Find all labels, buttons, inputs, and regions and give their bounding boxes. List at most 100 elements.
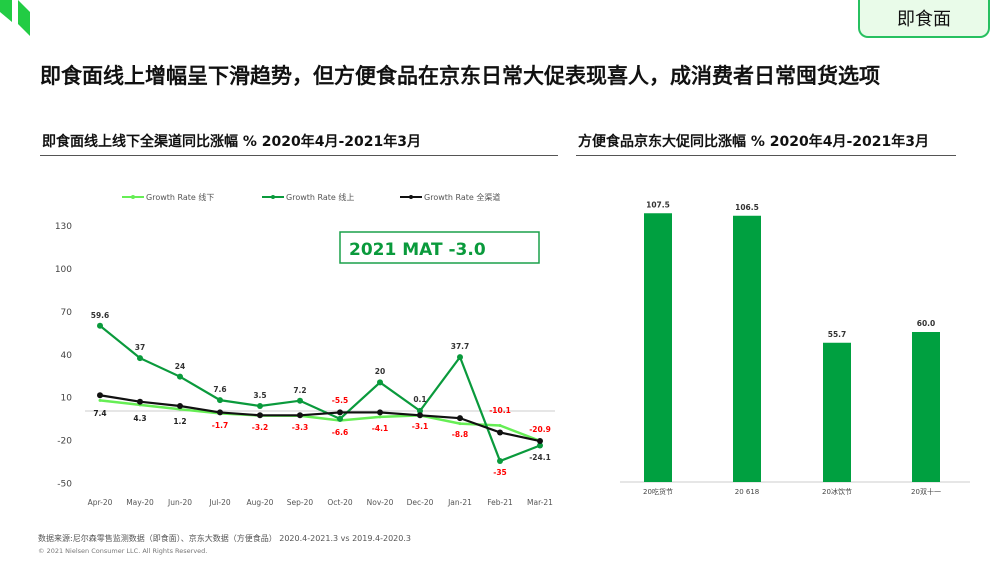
- brand-logo: [0, 0, 30, 36]
- data-label: -20.9: [529, 425, 551, 434]
- data-label: 4.3: [133, 414, 146, 423]
- data-label: -6.6: [332, 428, 348, 437]
- data-point: [417, 407, 423, 414]
- bar-value-label: 107.5: [646, 200, 670, 209]
- y-tick-label: 130: [55, 222, 72, 232]
- x-tick-label: Jun-20: [167, 498, 192, 507]
- data-point: [378, 415, 382, 419]
- series-line: [99, 324, 541, 463]
- x-tick-label: Feb-21: [487, 498, 513, 507]
- x-tick-label: Jul-20: [208, 498, 231, 507]
- data-label: -5.5: [332, 396, 348, 405]
- data-point: [497, 458, 503, 465]
- data-label: 7.6: [213, 385, 226, 394]
- bar-chart-title: 方便食品京东大促同比涨幅 % 2020年4月-2021年3月: [578, 134, 929, 150]
- y-tick-label: 100: [55, 265, 72, 275]
- page-title: 即食面线上增幅呈下滑趋势，但方便食品在京东日常大促表现喜人，成消费者日常囤货选项: [40, 64, 880, 88]
- data-point: [337, 409, 343, 416]
- data-point: [137, 398, 143, 405]
- data-point: [537, 438, 543, 445]
- data-point: [217, 409, 223, 416]
- data-label: 1.2: [173, 417, 186, 426]
- bar-value-label: 55.7: [828, 330, 847, 339]
- legend-marker: [409, 195, 413, 199]
- x-tick-label: Oct-20: [327, 498, 352, 507]
- data-point: [377, 409, 383, 416]
- data-label: -3.2: [252, 423, 268, 432]
- data-label: -10.1: [489, 406, 511, 415]
- copyright: © 2021 Nielsen Consumer LLC. All Rights …: [38, 547, 208, 555]
- legend-label: Growth Rate 线上: [286, 192, 354, 202]
- data-point: [337, 415, 343, 422]
- data-point: [137, 355, 143, 362]
- data-label: -3.3: [292, 423, 308, 432]
- data-label: 20: [375, 367, 385, 376]
- x-tick-label: Mar-21: [527, 498, 553, 507]
- data-point: [257, 402, 263, 409]
- legend-marker: [131, 195, 135, 199]
- bar: [733, 215, 761, 482]
- data-point: [417, 412, 423, 419]
- data-label: 7.4: [93, 409, 106, 418]
- data-point: [297, 412, 303, 419]
- x-tick-label: Sep-20: [287, 498, 314, 507]
- data-label: -24.1: [529, 453, 551, 462]
- series-line: [99, 394, 541, 443]
- y-tick-label: 40: [61, 351, 73, 361]
- data-point: [457, 354, 463, 361]
- data-point: [97, 392, 103, 399]
- data-label: 7.2: [293, 386, 306, 395]
- data-label: 37: [135, 343, 145, 352]
- divider: [40, 155, 558, 156]
- bar: [644, 213, 672, 482]
- y-tick-label: -50: [57, 480, 72, 490]
- data-label: 37.7: [451, 342, 470, 351]
- series-line: [99, 399, 541, 443]
- data-point: [498, 423, 502, 427]
- annotation-box: [339, 231, 540, 264]
- line-chart-title: 即食面线上线下全渠道同比涨幅 % 2020年4月-2021年3月: [42, 134, 421, 150]
- divider: [576, 155, 956, 156]
- x-tick-label: 20吃货节: [643, 487, 673, 496]
- data-label: -3.1: [412, 422, 428, 431]
- data-label: 24: [175, 362, 185, 371]
- bar-value-label: 106.5: [735, 203, 759, 212]
- data-label: -35: [493, 468, 507, 477]
- data-point: [537, 442, 543, 449]
- legend-label: Growth Rate 线下: [146, 192, 214, 202]
- x-tick-label: Jan-21: [447, 498, 472, 507]
- bar-value-label: 60.0: [917, 319, 936, 328]
- legend-marker: [271, 195, 275, 199]
- data-point: [297, 397, 303, 404]
- y-tick-label: -20: [57, 437, 72, 447]
- data-label: 0.1: [413, 395, 426, 404]
- category-tag: 即食面: [858, 0, 990, 38]
- bar: [823, 342, 851, 482]
- x-tick-label: 20冰饮节: [822, 487, 852, 496]
- data-label: -8.8: [452, 430, 468, 439]
- data-point: [497, 429, 503, 436]
- data-label: 3.5: [253, 391, 266, 400]
- x-tick-label: Dec-20: [407, 498, 434, 507]
- x-tick-label: Nov-20: [367, 498, 394, 507]
- data-point: [177, 402, 183, 409]
- x-tick-label: Aug-20: [247, 498, 274, 507]
- data-point: [377, 379, 383, 386]
- bar: [912, 332, 940, 482]
- data-point: [177, 373, 183, 380]
- x-tick-label: May-20: [126, 498, 154, 507]
- x-tick-label: 20双十一: [911, 487, 941, 496]
- annotation-text: 2021 MAT -3.0: [349, 240, 486, 260]
- data-point: [217, 397, 223, 404]
- data-point: [98, 398, 102, 402]
- data-label: 59.6: [91, 311, 110, 320]
- source-note: 数据来源:尼尔森零售监测数据（即食面）、京东大数据（方便食品） 2020.4-2…: [38, 534, 411, 543]
- data-label: -4.1: [372, 424, 388, 433]
- x-tick-label: Apr-20: [88, 498, 113, 507]
- legend-label: Growth Rate 全渠道: [424, 192, 500, 202]
- data-point: [458, 422, 462, 426]
- data-point: [457, 415, 463, 422]
- data-point: [97, 322, 103, 329]
